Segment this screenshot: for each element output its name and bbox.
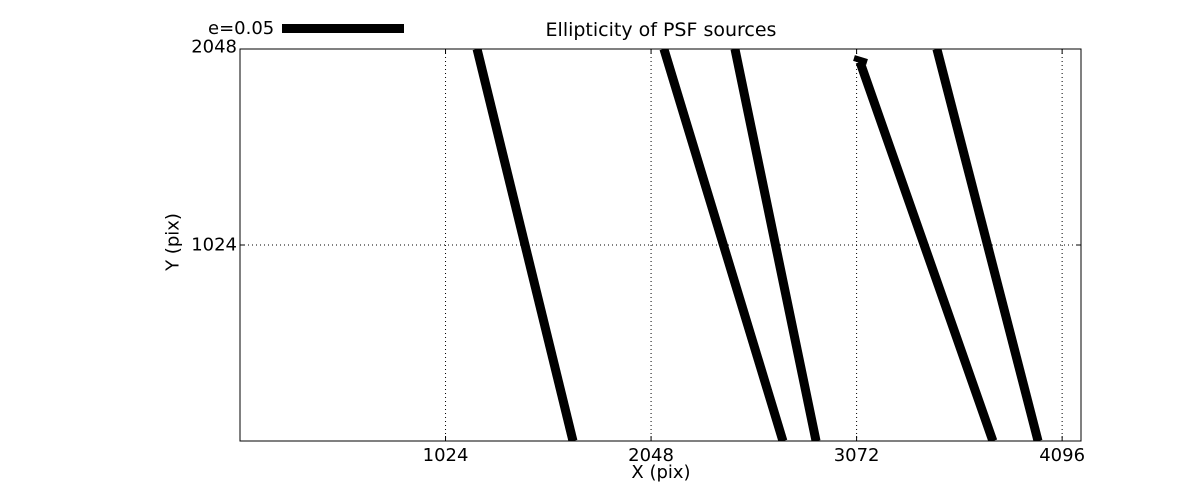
- y-tick-label: 2048: [191, 36, 237, 58]
- x-tick-label: 2048: [628, 445, 674, 466]
- legend-whisker-sample: [282, 24, 405, 33]
- whisker-line: [853, 55, 868, 65]
- whisker-line: [855, 60, 998, 441]
- whiskers: [472, 49, 1043, 441]
- chart-title: Ellipticity of PSF sources: [545, 19, 777, 41]
- x-tick-label: 3072: [833, 445, 880, 466]
- x-tick-label: 4096: [1039, 445, 1086, 466]
- y-tick-label: 1024: [191, 234, 237, 256]
- whisker-line: [730, 49, 821, 441]
- x-axis-label: X (pix): [631, 462, 691, 483]
- legend-label: e=0.05: [208, 18, 275, 39]
- whisker-line: [472, 49, 578, 441]
- whisker-line: [659, 49, 788, 441]
- x-tick-label: 1024: [422, 445, 469, 466]
- whisker-line: [932, 49, 1043, 441]
- plot-border: [239, 48, 1082, 442]
- legend: e=0.05: [208, 18, 405, 39]
